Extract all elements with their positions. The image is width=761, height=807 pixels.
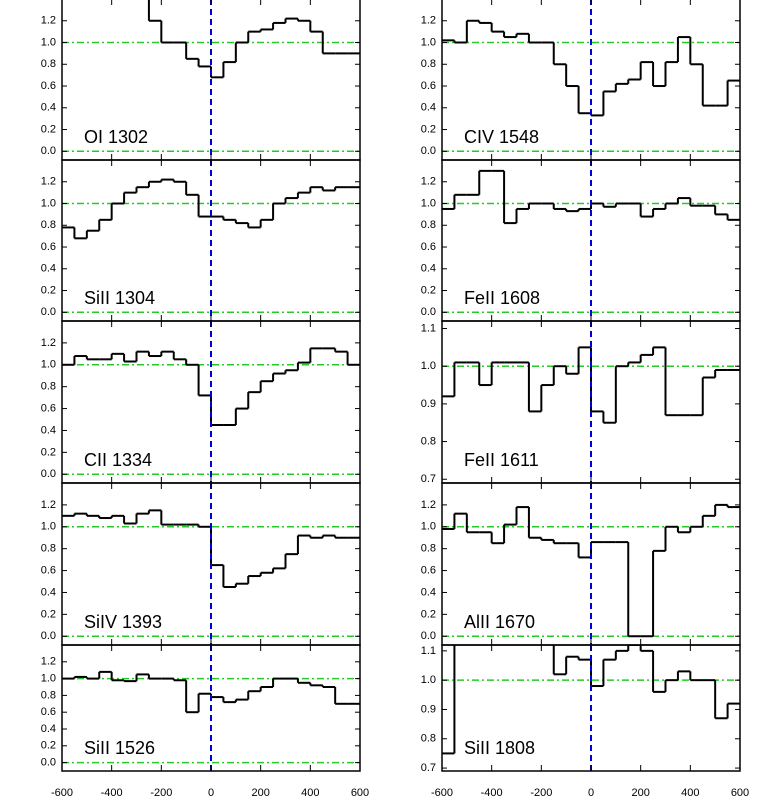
y-tick-label: 1.2 [421,499,436,511]
panel-title: SiII 1304 [84,288,155,308]
y-tick-label: 0.8 [41,689,56,701]
y-tick-label: 0.4 [41,424,56,436]
y-tick-label: 1.0 [421,360,436,372]
y-tick-label: 0.2 [41,284,56,296]
y-tick-label: 0.4 [41,102,56,114]
y-tick-label: 0.4 [421,102,436,114]
y-tick-label: 1.0 [41,197,56,209]
x-tick-label: -200 [530,787,552,799]
panel-title: CIV 1548 [464,127,539,147]
y-tick-label: 1.2 [41,656,56,668]
y-tick-label: 1.1 [421,322,436,334]
x-tick-label: -200 [150,787,172,799]
y-tick-label: 0.0 [421,630,436,642]
y-tick-label: 0.0 [41,630,56,642]
y-tick-label: 0.8 [41,219,56,231]
y-tick-label: 1.2 [421,15,436,27]
y-tick-label: 0.8 [421,733,436,745]
panel [62,483,360,645]
y-tick-label: 0.8 [421,58,436,70]
y-tick-label: 0.8 [421,435,436,447]
panel [62,645,360,771]
y-tick-label: 1.2 [41,15,56,27]
y-tick-label: 0.2 [41,608,56,620]
y-tick-label: 0.9 [421,703,436,715]
panel-title: SiII 1526 [84,738,155,758]
y-tick-label: 0.6 [421,564,436,576]
panel [62,160,360,321]
y-tick-label: 0.8 [41,58,56,70]
panel [442,483,740,645]
panel-title: SiIV 1393 [84,612,162,632]
x-tick-label: -600 [431,787,453,799]
y-tick-label: 1.0 [421,36,436,48]
y-tick-label: 1.0 [41,36,56,48]
panel [442,160,740,321]
y-tick-label: 0.0 [421,145,436,157]
y-tick-label: 1.2 [41,337,56,349]
y-tick-label: 0.2 [41,740,56,752]
y-tick-label: 0.2 [41,446,56,458]
y-tick-label: 0.4 [41,263,56,275]
y-tick-label: 0.0 [41,306,56,318]
y-tick-label: 0.6 [421,80,436,92]
x-tick-label: -400 [101,787,123,799]
y-tick-label: 0.0 [41,757,56,769]
panel-title: SiII 1808 [464,738,535,758]
y-tick-label: 1.2 [41,176,56,188]
panel [442,0,740,160]
y-tick-label: 1.0 [421,521,436,533]
y-tick-label: 1.1 [421,645,436,657]
y-tick-label: 0.6 [41,241,56,253]
y-tick-label: 0.4 [41,586,56,598]
y-tick-label: 0.8 [41,381,56,393]
x-tick-label: 0 [208,787,214,799]
y-tick-label: 0.6 [421,241,436,253]
panel [62,0,360,160]
y-tick-label: 0.2 [421,608,436,620]
y-tick-label: 0.8 [421,219,436,231]
y-tick-label: 0.6 [41,402,56,414]
y-tick-label: 0.9 [421,398,436,410]
y-tick-label: 0.2 [421,123,436,135]
y-tick-label: 0.6 [41,80,56,92]
y-tick-label: 0.6 [41,706,56,718]
y-tick-label: 1.0 [41,673,56,685]
y-tick-label: 1.0 [421,197,436,209]
y-tick-label: 1.0 [41,359,56,371]
y-tick-label: 0.4 [41,723,56,735]
x-tick-label: -600 [51,787,73,799]
y-tick-label: 0.4 [421,263,436,275]
y-tick-label: 0.7 [421,473,436,485]
x-tick-label: 0 [588,787,594,799]
y-tick-label: 0.6 [41,564,56,576]
x-tick-label: 400 [301,787,319,799]
panel-title: OI 1302 [84,127,148,147]
x-tick-label: 200 [631,787,649,799]
panel-title: FeII 1611 [464,450,539,470]
y-tick-label: 0.7 [421,762,436,774]
panel-title: AlII 1670 [464,612,535,632]
y-tick-label: 0.0 [41,145,56,157]
y-tick-label: 1.2 [41,499,56,511]
x-tick-label: 600 [731,787,749,799]
y-tick-label: 0.0 [41,468,56,480]
y-tick-label: 1.0 [41,521,56,533]
y-tick-label: 0.2 [421,284,436,296]
panel [442,321,740,483]
panel-title: FeII 1608 [464,288,540,308]
y-tick-label: 0.4 [421,586,436,598]
x-tick-label: 200 [251,787,269,799]
y-tick-label: 0.0 [421,306,436,318]
y-tick-label: 0.8 [421,543,436,555]
x-tick-label: 600 [351,787,369,799]
panel-title: CII 1334 [84,450,152,470]
y-tick-label: 1.2 [421,176,436,188]
y-tick-label: 0.8 [41,543,56,555]
x-tick-label: 400 [681,787,699,799]
y-tick-label: 0.2 [41,123,56,135]
y-tick-label: 1.0 [421,674,436,686]
x-tick-label: -400 [481,787,503,799]
